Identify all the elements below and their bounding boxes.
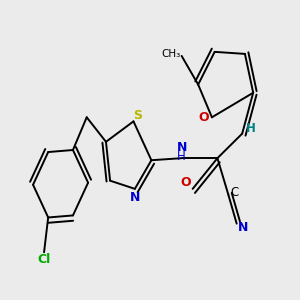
Text: C: C [230,186,238,200]
Text: S: S [133,109,142,122]
Text: H: H [246,122,256,135]
Text: N: N [238,221,248,234]
Text: N: N [130,190,140,203]
Text: O: O [181,176,191,189]
Text: H: H [177,150,186,163]
Text: O: O [198,111,209,124]
Text: Cl: Cl [38,253,51,266]
Text: N: N [176,142,187,154]
Text: CH₃: CH₃ [162,49,181,59]
